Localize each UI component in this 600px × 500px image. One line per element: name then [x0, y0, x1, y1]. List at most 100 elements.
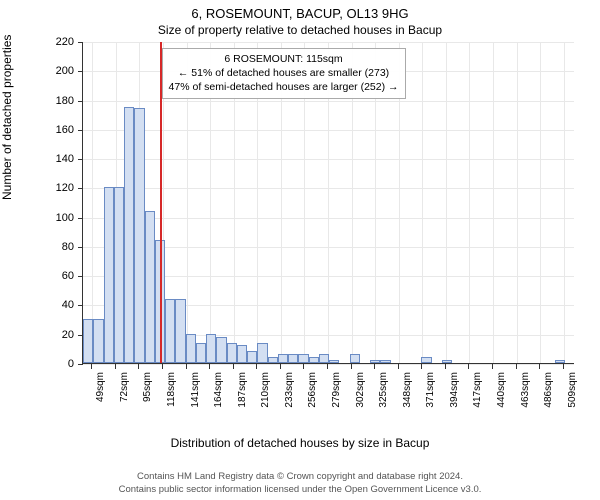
x-tick-mark	[303, 364, 304, 369]
x-tick-label: 440sqm	[496, 372, 507, 408]
x-tick-label: 72sqm	[119, 372, 130, 402]
x-tick-label: 49sqm	[95, 372, 106, 402]
y-tick-mark	[78, 101, 83, 102]
bar	[124, 107, 134, 363]
x-tick-label: 486sqm	[543, 372, 554, 408]
y-tick-mark	[78, 130, 83, 131]
bar	[145, 211, 155, 363]
bar	[370, 360, 380, 363]
x-tick-mark	[256, 364, 257, 369]
gridline-v	[517, 42, 518, 363]
x-tick-label: 348sqm	[402, 372, 413, 408]
bar	[196, 343, 206, 363]
x-tick-mark	[445, 364, 446, 369]
bar	[104, 187, 114, 363]
y-tick-label: 60	[42, 270, 74, 282]
chart-area: 0204060801001201401601802002206 ROSEMOUN…	[48, 42, 578, 422]
x-tick-mark	[516, 364, 517, 369]
y-tick-label: 40	[42, 299, 74, 311]
bar	[380, 360, 390, 363]
y-tick-label: 20	[42, 329, 74, 341]
x-axis-label: Distribution of detached houses by size …	[0, 436, 600, 450]
x-tick-mark	[115, 364, 116, 369]
bar	[421, 357, 431, 363]
y-tick-mark	[78, 71, 83, 72]
x-tick-mark	[492, 364, 493, 369]
y-tick-label: 0	[42, 358, 74, 370]
x-tick-mark	[563, 364, 564, 369]
x-tick-label: 233sqm	[284, 372, 295, 408]
x-tick-mark	[327, 364, 328, 369]
y-tick-label: 100	[42, 212, 74, 224]
bar	[83, 319, 93, 363]
gridline-v	[469, 42, 470, 363]
footer-line-2: Contains public sector information licen…	[0, 484, 600, 496]
bar	[247, 351, 257, 363]
chart-container: 6, ROSEMOUNT, BACUP, OL13 9HG Size of pr…	[0, 0, 600, 500]
x-tick-label: 256sqm	[307, 372, 318, 408]
y-tick-mark	[78, 276, 83, 277]
bar	[442, 360, 452, 363]
x-tick-mark	[233, 364, 234, 369]
x-tick-label: 325sqm	[378, 372, 389, 408]
bar	[278, 354, 288, 363]
gridline-v	[446, 42, 447, 363]
x-tick-label: 302sqm	[355, 372, 366, 408]
x-tick-label: 279sqm	[331, 372, 342, 408]
chart-subtitle: Size of property relative to detached ho…	[0, 21, 600, 37]
bar	[175, 299, 185, 363]
annotation-box: 6 ROSEMOUNT: 115sqm← 51% of detached hou…	[162, 48, 406, 99]
bar	[288, 354, 298, 363]
gridline-v	[564, 42, 565, 363]
x-tick-label: 164sqm	[213, 372, 224, 408]
y-tick-mark	[78, 364, 83, 365]
y-tick-label: 120	[42, 182, 74, 194]
footer-line-1: Contains HM Land Registry data © Crown c…	[0, 471, 600, 483]
y-tick-mark	[78, 159, 83, 160]
bar	[329, 360, 339, 363]
footer-text: Contains HM Land Registry data © Crown c…	[0, 471, 600, 496]
chart-title: 6, ROSEMOUNT, BACUP, OL13 9HG	[0, 0, 600, 21]
gridline-v	[493, 42, 494, 363]
annotation-line: ← 51% of detached houses are smaller (27…	[169, 66, 399, 80]
x-tick-label: 417sqm	[472, 372, 483, 408]
x-tick-mark	[280, 364, 281, 369]
x-tick-mark	[162, 364, 163, 369]
gridline-h	[83, 364, 574, 365]
bar	[268, 357, 278, 363]
x-tick-mark	[186, 364, 187, 369]
gridline-v	[540, 42, 541, 363]
y-tick-label: 220	[42, 36, 74, 48]
y-tick-mark	[78, 305, 83, 306]
bar	[555, 360, 565, 363]
y-axis-label: Number of detached properties	[0, 35, 14, 200]
annotation-line: 6 ROSEMOUNT: 115sqm	[169, 52, 399, 66]
y-tick-label: 80	[42, 241, 74, 253]
y-tick-label: 160	[42, 124, 74, 136]
x-tick-mark	[398, 364, 399, 369]
gridline-v	[92, 42, 93, 363]
bar	[114, 187, 124, 363]
x-tick-mark	[468, 364, 469, 369]
gridline-v	[422, 42, 423, 363]
bar	[227, 343, 237, 363]
bar	[237, 345, 247, 363]
x-tick-mark	[138, 364, 139, 369]
y-tick-mark	[78, 42, 83, 43]
x-tick-mark	[351, 364, 352, 369]
y-tick-label: 140	[42, 153, 74, 165]
x-tick-mark	[209, 364, 210, 369]
bar	[186, 334, 196, 363]
bar	[298, 354, 308, 363]
x-tick-label: 118sqm	[166, 372, 177, 407]
x-tick-label: 394sqm	[449, 372, 460, 408]
bar	[206, 334, 216, 363]
bar	[134, 108, 144, 363]
x-tick-mark	[539, 364, 540, 369]
y-tick-mark	[78, 218, 83, 219]
x-tick-mark	[91, 364, 92, 369]
x-tick-label: 371sqm	[425, 372, 436, 408]
bar	[350, 354, 360, 363]
bar	[216, 337, 226, 363]
x-tick-label: 141sqm	[190, 372, 201, 408]
